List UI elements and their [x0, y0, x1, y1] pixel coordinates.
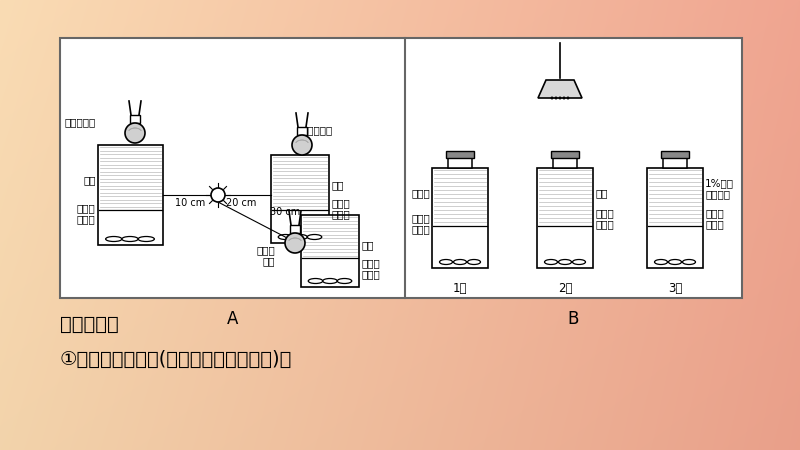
Bar: [648, 169, 702, 226]
Text: A: A: [227, 310, 238, 328]
Bar: [290, 225, 300, 233]
Bar: [432, 168, 488, 268]
Text: 实验步骤：: 实验步骤：: [60, 315, 118, 334]
Bar: [60, 38, 742, 298]
Bar: [661, 151, 690, 158]
Bar: [538, 169, 592, 226]
Ellipse shape: [278, 234, 293, 239]
Circle shape: [550, 96, 554, 99]
Text: 2号: 2号: [558, 282, 572, 295]
Text: 光强传
感器: 光强传 感器: [256, 245, 275, 266]
Text: 新鲜蕘
草叶片: 新鲜蕘 草叶片: [411, 213, 430, 234]
Text: 清水: 清水: [83, 175, 95, 185]
Ellipse shape: [322, 279, 338, 284]
Circle shape: [125, 123, 145, 143]
Bar: [297, 127, 307, 135]
Text: 新鲜蕘
草叶片: 新鲜蕘 草叶片: [331, 198, 350, 220]
Ellipse shape: [669, 260, 682, 265]
Ellipse shape: [293, 234, 307, 239]
Ellipse shape: [545, 260, 558, 265]
Ellipse shape: [454, 260, 466, 265]
Polygon shape: [538, 80, 582, 98]
Text: ①采集新鲜的蕘草(一种多年生沉水植物)；: ①采集新鲜的蕘草(一种多年生沉水植物)；: [60, 350, 292, 369]
Text: 3号: 3号: [668, 282, 682, 295]
Bar: [647, 168, 703, 268]
Bar: [446, 151, 474, 158]
Text: 清水: 清水: [331, 180, 343, 190]
Ellipse shape: [122, 237, 138, 242]
Bar: [550, 151, 579, 158]
Ellipse shape: [467, 260, 481, 265]
Circle shape: [211, 188, 225, 202]
Bar: [448, 158, 472, 168]
Text: 蔻馏水: 蔻馏水: [411, 188, 430, 198]
Text: 30 cm: 30 cm: [270, 207, 300, 217]
Text: 新鲜蕘
草叶片: 新鲜蕘 草叶片: [705, 208, 724, 230]
Circle shape: [554, 96, 558, 99]
Circle shape: [566, 96, 570, 99]
Text: 清水: 清水: [361, 240, 374, 250]
Bar: [272, 156, 328, 210]
Ellipse shape: [106, 237, 122, 242]
Circle shape: [558, 96, 562, 99]
Bar: [271, 155, 329, 243]
Bar: [663, 158, 686, 168]
Text: 20 cm: 20 cm: [226, 198, 256, 208]
Text: 光强传感器: 光强传感器: [302, 125, 334, 135]
Text: 1号: 1号: [453, 282, 467, 295]
Text: 清水: 清水: [595, 188, 607, 198]
Bar: [302, 216, 358, 258]
Ellipse shape: [138, 237, 154, 242]
Text: 新鲜蕘
草叶片: 新鲜蕘 草叶片: [77, 203, 95, 225]
Circle shape: [292, 135, 312, 155]
Text: 光强传感器: 光强传感器: [64, 117, 95, 127]
Bar: [130, 115, 140, 123]
Text: 10 cm: 10 cm: [175, 198, 206, 208]
Ellipse shape: [308, 279, 322, 284]
Ellipse shape: [573, 260, 586, 265]
Ellipse shape: [682, 260, 695, 265]
Ellipse shape: [307, 234, 322, 239]
Circle shape: [285, 233, 305, 253]
Text: 新鲜蕘
草叶片: 新鲜蕘 草叶片: [361, 258, 380, 279]
Text: 新鲜蕘
草叶片: 新鲜蕘 草叶片: [595, 208, 614, 230]
Bar: [554, 158, 577, 168]
Ellipse shape: [558, 260, 571, 265]
Bar: [537, 168, 593, 268]
Bar: [301, 215, 359, 287]
Circle shape: [562, 96, 566, 99]
Ellipse shape: [439, 260, 453, 265]
Ellipse shape: [338, 279, 352, 284]
Ellipse shape: [654, 260, 667, 265]
Text: 1%碳酸
氢钓溶液: 1%碳酸 氢钓溶液: [705, 178, 734, 200]
Text: B: B: [568, 310, 579, 328]
Bar: [433, 169, 487, 226]
Bar: [98, 146, 162, 210]
Bar: [98, 145, 162, 245]
